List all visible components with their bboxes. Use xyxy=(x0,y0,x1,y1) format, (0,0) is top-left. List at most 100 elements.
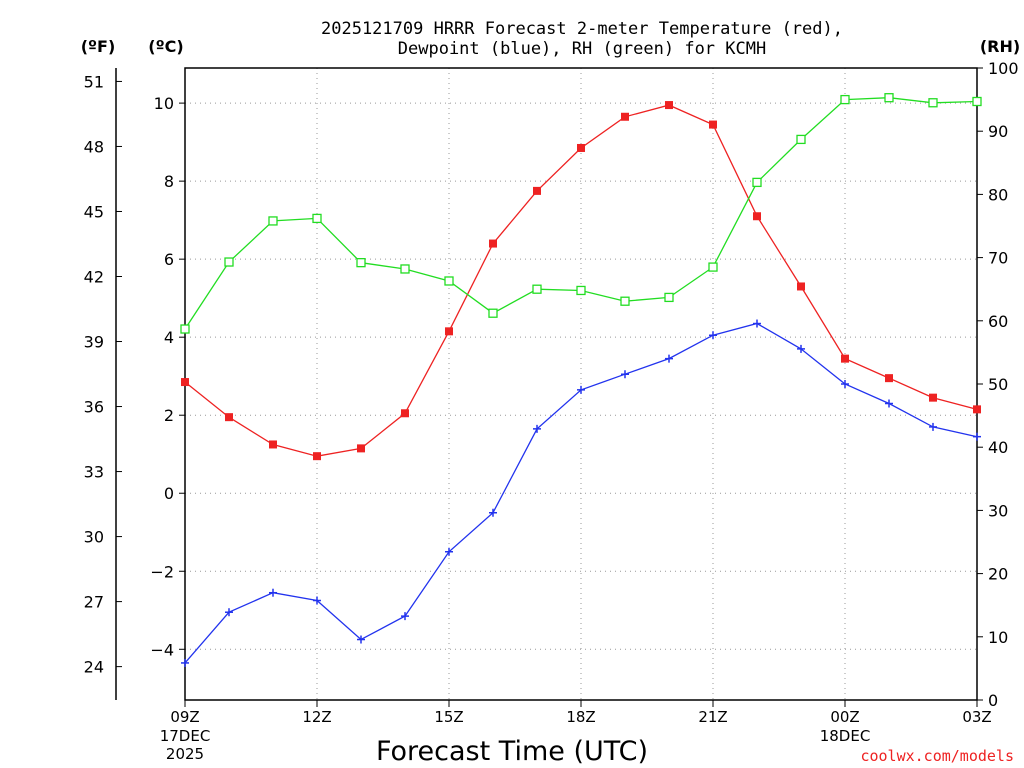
temperature-point xyxy=(753,212,761,221)
dewpoint-point xyxy=(181,658,189,667)
time-tick-label: 09Z xyxy=(170,708,199,726)
data-series xyxy=(180,93,982,667)
dewpoint-point xyxy=(401,612,409,621)
celsius-tick-label: 10 xyxy=(154,94,174,113)
dewpoint-point xyxy=(797,344,805,353)
celsius-tick-label: 6 xyxy=(164,250,174,269)
dewpoint-point xyxy=(929,422,937,431)
temperature-point xyxy=(973,405,981,414)
fahrenheit-tick-label: 33 xyxy=(84,463,104,482)
rh-tick-label: 30 xyxy=(988,501,1008,520)
dewpoint-point xyxy=(225,608,233,617)
time-tick-label: 12Z xyxy=(302,708,331,726)
rh-point xyxy=(356,258,366,268)
dewpoint-point xyxy=(269,588,277,597)
rh-tick-label: 90 xyxy=(988,122,1008,141)
time-tick-date-label: 17DEC xyxy=(160,727,211,745)
dewpoint-point xyxy=(577,385,585,394)
celsius-tick-label: −2 xyxy=(150,562,174,581)
dewpoint-point xyxy=(973,432,981,441)
rh-point xyxy=(224,257,234,267)
credit-watermark: coolwx.com/models xyxy=(860,747,1014,765)
dewpoint-point xyxy=(313,596,321,605)
dewpoint-point xyxy=(533,424,541,433)
temperature-point xyxy=(621,112,629,121)
dewpoint-point xyxy=(753,319,761,328)
fahrenheit-tick-label: 48 xyxy=(84,137,104,156)
rh-unit-label: (RH) xyxy=(980,37,1020,56)
fahrenheit-tick-label: 51 xyxy=(84,72,104,91)
celsius-axis: −4 −2 0 2 4 6 8 10 xyxy=(150,94,185,659)
rh-tick-label: 60 xyxy=(988,312,1008,331)
rh-point xyxy=(444,276,454,286)
rh-tick-label: 40 xyxy=(988,438,1008,457)
rh-point xyxy=(268,216,278,226)
temperature-point xyxy=(269,440,277,449)
rh-point xyxy=(180,324,190,334)
celsius-tick-label: −4 xyxy=(150,640,174,659)
celsius-tick-label: 4 xyxy=(164,328,174,347)
fahrenheit-tick-label: 39 xyxy=(84,333,104,352)
fahrenheit-tick-label: 30 xyxy=(84,528,104,547)
rh-point xyxy=(620,296,630,306)
chart-title-line-2: Dewpoint (blue), RH (green) for KCMH xyxy=(398,39,766,59)
rh-point xyxy=(752,177,762,188)
rh-point xyxy=(884,93,894,103)
temperature-point xyxy=(489,239,497,248)
time-tick-date-label: 2025 xyxy=(166,745,204,763)
rh-point xyxy=(532,284,542,294)
rh-tick-label: 20 xyxy=(988,565,1008,584)
chart-title-line-1: 2025121709 HRRR Forecast 2-meter Tempera… xyxy=(321,19,843,39)
rh-tick-label: 70 xyxy=(988,249,1008,268)
temperature-point xyxy=(885,374,893,383)
dewpoint-point xyxy=(841,380,849,388)
rh-point xyxy=(400,264,410,274)
temperature-point xyxy=(797,282,805,291)
rh-point xyxy=(576,285,586,296)
dewpoint-point xyxy=(665,354,673,363)
celsius-tick-label: 0 xyxy=(164,484,174,503)
temperature-point xyxy=(577,143,585,152)
temperature-point xyxy=(225,413,233,422)
rh-point xyxy=(796,134,806,145)
temperature-point xyxy=(401,409,409,418)
time-tick-label: 21Z xyxy=(698,708,727,726)
celsius-unit-label: (ºC) xyxy=(148,37,183,56)
dewpoint-point xyxy=(445,547,453,556)
rh-point xyxy=(488,308,498,318)
time-tick-label: 00Z xyxy=(830,708,859,726)
gridlines xyxy=(184,68,978,700)
fahrenheit-tick-label: 36 xyxy=(84,398,104,417)
dewpoint-point xyxy=(489,508,497,517)
time-tick-label: 18Z xyxy=(566,708,595,726)
rh-tick-label: 0 xyxy=(988,691,998,710)
rh-tick-label: 80 xyxy=(988,185,1008,204)
dewpoint-point xyxy=(885,399,893,408)
temperature-point xyxy=(709,120,717,129)
rh-point xyxy=(312,213,322,224)
fahrenheit-tick-label: 27 xyxy=(84,593,104,612)
rh-tick-label: 10 xyxy=(988,628,1008,647)
temperature-point xyxy=(841,354,849,363)
rh-axis: 0 10 20 30 40 50 60 70 80 90 100 xyxy=(977,59,1019,710)
fahrenheit-tick-label: 24 xyxy=(84,658,104,677)
temperature-point xyxy=(313,452,321,461)
celsius-tick-label: 2 xyxy=(164,406,174,425)
dewpoint-point xyxy=(709,331,717,340)
rh-point xyxy=(928,98,938,108)
temperature-point xyxy=(181,378,189,387)
rh-point xyxy=(708,262,718,272)
rh-tick-label: 100 xyxy=(988,59,1019,78)
fahrenheit-axis: 24 27 30 33 36 39 42 45 48 51 xyxy=(84,72,122,677)
temperature-point xyxy=(929,393,937,402)
time-tick-label: 03Z xyxy=(962,708,991,726)
fahrenheit-tick-label: 45 xyxy=(84,202,104,221)
temperature-point xyxy=(533,186,541,195)
rh-point xyxy=(664,292,674,303)
celsius-tick-label: 8 xyxy=(164,172,174,191)
x-axis-title: Forecast Time (UTC) xyxy=(376,736,648,767)
rh-point xyxy=(972,96,982,107)
fahrenheit-tick-label: 42 xyxy=(84,267,104,286)
